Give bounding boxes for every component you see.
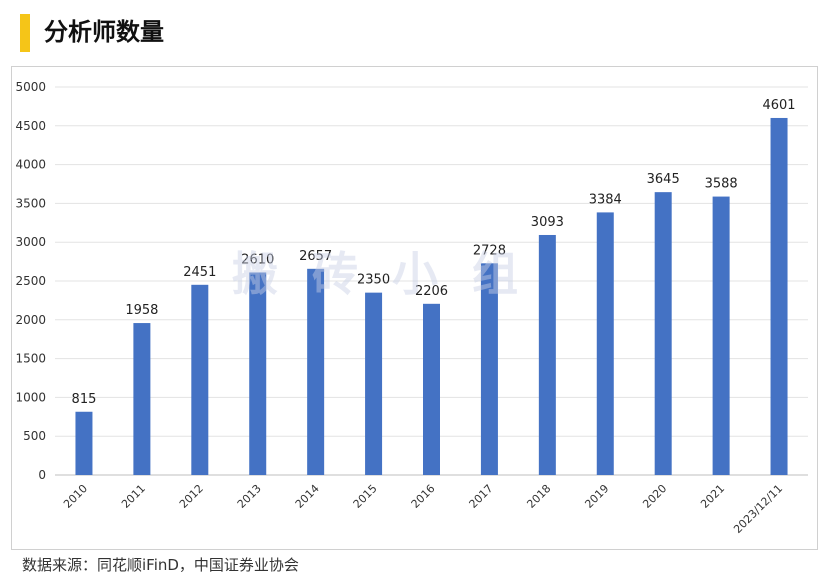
bar xyxy=(654,192,672,475)
y-tick-label: 5000 xyxy=(15,80,46,94)
x-tick-label: 2015 xyxy=(351,482,380,511)
x-tick-label: 2010 xyxy=(61,482,90,511)
x-tick-label: 2018 xyxy=(524,482,553,511)
y-tick-label: 3500 xyxy=(15,196,46,210)
x-tick-label: 2020 xyxy=(640,482,669,511)
title-accent-bar xyxy=(20,14,30,52)
x-tick-label: 2014 xyxy=(293,482,322,511)
bar xyxy=(770,117,788,475)
y-tick-label: 1500 xyxy=(15,352,46,366)
watermark: 搬砖小组 xyxy=(232,247,552,301)
data-label: 2451 xyxy=(183,265,216,280)
data-label: 3645 xyxy=(647,172,680,187)
x-tick-label: 2023/12/11 xyxy=(731,482,785,536)
x-tick-label: 2017 xyxy=(467,482,496,511)
bar xyxy=(538,234,556,475)
y-tick-label: 3000 xyxy=(15,235,46,249)
data-label: 2610 xyxy=(241,252,274,267)
data-label: 2657 xyxy=(299,249,332,264)
y-tick-label: 500 xyxy=(23,429,46,443)
bar xyxy=(249,272,267,475)
x-tick-label: 2019 xyxy=(582,482,611,511)
x-tick-label: 2011 xyxy=(119,482,148,511)
data-label: 3588 xyxy=(705,177,738,192)
y-tick-label: 1000 xyxy=(15,390,46,404)
x-tick-label: 2016 xyxy=(409,482,438,511)
bar xyxy=(133,323,151,475)
data-label: 2206 xyxy=(415,284,448,299)
bar xyxy=(596,212,614,475)
bar xyxy=(712,196,730,475)
bar xyxy=(75,411,93,475)
y-tick-label: 4000 xyxy=(15,158,46,172)
y-tick-label: 2500 xyxy=(15,274,46,288)
page-title: 分析师数量 xyxy=(44,18,164,46)
y-tick-label: 4500 xyxy=(15,119,46,133)
y-tick-label: 0 xyxy=(38,468,46,482)
bar xyxy=(365,292,383,475)
bar xyxy=(480,263,498,475)
x-tick-label: 2012 xyxy=(177,482,206,511)
bar xyxy=(191,284,209,475)
data-label: 1958 xyxy=(125,303,158,318)
bar xyxy=(423,303,440,475)
x-tick-label: 2021 xyxy=(698,482,727,511)
bar xyxy=(307,268,325,475)
data-label: 815 xyxy=(72,392,97,407)
data-label: 2728 xyxy=(473,243,506,258)
data-label: 4601 xyxy=(762,98,795,113)
x-tick-label: 2013 xyxy=(235,482,264,511)
data-label: 3093 xyxy=(531,215,564,230)
source-note: 数据来源：同花顺iFinD，中国证券业协会 xyxy=(22,556,299,574)
data-label: 2350 xyxy=(357,273,390,288)
y-tick-label: 2000 xyxy=(15,313,46,327)
data-label: 3384 xyxy=(589,192,622,207)
